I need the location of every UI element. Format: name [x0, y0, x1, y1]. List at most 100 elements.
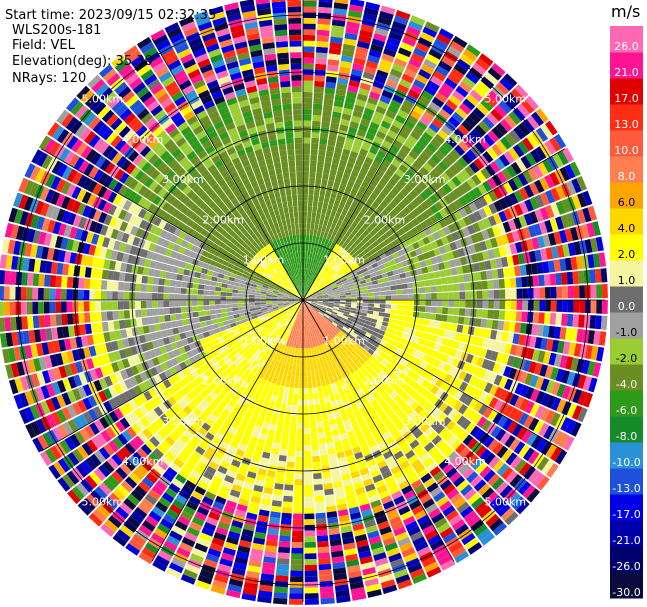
range-gate-cell: [377, 221, 386, 229]
range-gate-cell: [299, 371, 303, 377]
range-gate-cell: [523, 447, 535, 462]
range-gate-cell: [502, 418, 513, 431]
range-gate-cell: [351, 235, 358, 243]
range-gate-cell: [471, 174, 482, 186]
range-gate-cell: [176, 274, 183, 281]
range-gate-cell: [189, 521, 203, 532]
range-gate-cell: [293, 359, 297, 366]
range-gate-cell: [297, 302, 302, 307]
range-gate-cell: [288, 444, 296, 451]
range-gate-cell: [419, 260, 427, 268]
range-gate-cell: [487, 439, 499, 452]
range-gate-cell: [398, 363, 406, 372]
range-gate-cell: [412, 382, 421, 391]
range-gate-cell: [380, 5, 396, 15]
range-gate-cell: [319, 284, 325, 289]
range-gate-cell: [310, 149, 318, 156]
range-gate-cell: [379, 351, 387, 359]
range-gate-cell: [220, 300, 227, 305]
range-gate-cell: [276, 425, 283, 433]
range-gate-cell: [303, 234, 306, 241]
range-gate-cell: [355, 203, 363, 212]
range-gate-cell: [227, 584, 242, 593]
range-gate-cell: [117, 301, 124, 310]
range-gate-cell: [306, 223, 311, 230]
range-gate-cell: [518, 462, 532, 477]
range-gate-cell: [137, 326, 145, 335]
range-gate-cell: [319, 374, 325, 381]
range-gate-cell: [236, 362, 244, 370]
range-gate-cell: [95, 279, 102, 290]
range-gate-cell: [296, 433, 303, 440]
range-gate-cell: [57, 458, 71, 473]
range-gate-cell: [282, 426, 290, 434]
range-gate-cell: [304, 519, 315, 526]
range-gate-cell: [427, 534, 442, 546]
range-gate-cell: [326, 384, 333, 391]
range-gate-cell: [364, 519, 377, 529]
range-gate-cell: [249, 417, 257, 426]
range-gate-cell: [166, 535, 181, 547]
range-gate-cell: [274, 402, 282, 409]
range-gate-cell: [304, 293, 309, 298]
range-gate-cell: [349, 581, 364, 590]
range-gate-cell: [279, 367, 285, 375]
range-gate-cell: [376, 333, 384, 340]
range-gate-cell: [290, 576, 303, 583]
range-gate-cell: [80, 254, 89, 266]
range-gate-cell: [235, 429, 244, 438]
range-gate-cell: [436, 176, 447, 187]
range-gate-cell: [336, 170, 344, 178]
range-gate-cell: [346, 161, 355, 170]
range-gate-cell: [415, 343, 423, 352]
range-gate-cell: [541, 459, 554, 475]
range-gate-cell: [323, 343, 328, 350]
range-gate-cell: [197, 305, 204, 311]
range-gate-cell: [358, 550, 372, 559]
range-gate-cell: [177, 399, 187, 409]
range-gate-cell: [448, 514, 463, 527]
range-gate-cell: [322, 471, 332, 479]
range-gate-cell: [277, 304, 284, 307]
range-gate-cell: [244, 327, 252, 333]
range-gate-cell: [311, 137, 319, 144]
range-gate-cell: [260, 298, 266, 300]
range-gate-cell: [278, 414, 285, 421]
range-gate-cell: [169, 300, 175, 307]
range-gate-cell: [327, 447, 336, 455]
range-gate-cell: [248, 297, 255, 300]
range-gate-cell: [303, 439, 311, 446]
range-gate-cell: [311, 296, 317, 299]
range-gate-cell: [386, 378, 395, 387]
range-gate-cell: [314, 315, 320, 321]
range-gate-cell: [238, 283, 246, 288]
range-gate-cell: [406, 63, 420, 74]
range-gate-cell: [460, 169, 471, 180]
range-gate-cell: [387, 104, 399, 114]
range-gate-cell: [492, 459, 505, 473]
range-gate-cell: [316, 380, 322, 388]
range-gate-cell: [283, 303, 290, 307]
range-gate-cell: [232, 366, 241, 375]
range-gate-cell: [286, 328, 291, 334]
range-gate-cell: [332, 243, 339, 250]
range-gate-cell: [124, 459, 136, 472]
range-gate-cell: [345, 27, 359, 35]
range-gate-cell: [196, 537, 211, 548]
range-gate-cell: [341, 371, 348, 379]
range-gate-cell: [316, 46, 328, 54]
range-gate-cell: [343, 313, 350, 318]
range-gate-cell: [324, 322, 330, 328]
range-gate-cell: [406, 435, 416, 445]
range-gate-cell: [378, 312, 385, 317]
range-gate-cell: [463, 395, 474, 407]
range-gate-cell: [480, 318, 488, 328]
range-gate-cell: [537, 161, 549, 176]
range-gate-cell: [231, 300, 238, 304]
range-gate-cell: [431, 300, 437, 307]
range-gate-cell: [495, 140, 508, 153]
range-gate-cell: [241, 593, 257, 602]
range-gate-cell: [463, 317, 471, 326]
range-gate-cell: [358, 88, 370, 97]
range-gate-cell: [133, 435, 145, 447]
